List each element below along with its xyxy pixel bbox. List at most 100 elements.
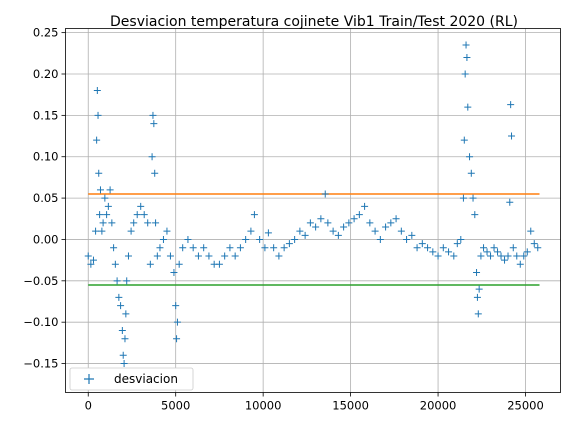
data-point	[148, 153, 156, 161]
data-point	[270, 244, 278, 252]
y-tick-label: 0.10	[33, 150, 59, 164]
data-point	[408, 231, 416, 239]
x-tick-label: 25000	[507, 399, 544, 413]
x-axis: 0 5000 10000 15000 20000 25000	[85, 392, 544, 413]
data-point	[89, 256, 97, 264]
data-point	[151, 169, 159, 177]
data-point	[101, 194, 109, 202]
data-point	[175, 260, 183, 268]
reference-lines	[88, 193, 540, 286]
data-point	[324, 219, 332, 227]
data-point	[480, 244, 488, 252]
y-tick-label: 0.15	[33, 108, 59, 122]
data-point	[527, 227, 535, 235]
data-point	[215, 260, 223, 268]
data-points	[84, 41, 542, 368]
data-point	[513, 252, 521, 260]
data-point	[520, 252, 528, 260]
data-point	[460, 136, 468, 144]
data-point	[397, 227, 405, 235]
data-point	[462, 41, 470, 49]
data-point	[471, 211, 479, 219]
data-point	[127, 227, 135, 235]
x-tick-label: 10000	[245, 399, 282, 413]
data-point	[350, 215, 358, 223]
data-point	[424, 244, 432, 252]
data-point	[473, 293, 481, 301]
data-point	[189, 244, 197, 252]
data-point	[121, 335, 129, 343]
data-point	[95, 169, 103, 177]
data-point	[123, 277, 131, 285]
data-point	[453, 240, 461, 248]
x-tick-label: 5000	[161, 399, 190, 413]
data-point	[118, 326, 126, 334]
data-point	[366, 219, 374, 227]
data-point	[173, 335, 181, 343]
y-tick-label: 0.00	[33, 232, 59, 246]
legend-marker	[84, 374, 94, 384]
data-point	[429, 248, 437, 256]
data-point	[457, 235, 465, 243]
data-point	[119, 351, 127, 359]
data-point	[523, 248, 531, 256]
plot-frame	[65, 28, 561, 393]
data-point	[205, 252, 213, 260]
data-point	[306, 219, 314, 227]
data-point	[144, 219, 152, 227]
data-point	[146, 260, 154, 268]
data-point	[371, 227, 379, 235]
data-point	[413, 244, 421, 252]
data-point	[163, 227, 171, 235]
data-point	[261, 244, 269, 252]
data-point	[464, 103, 472, 111]
data-point	[84, 252, 92, 260]
data-point	[475, 285, 483, 293]
data-point	[461, 70, 469, 78]
data-point	[96, 186, 104, 194]
x-tick-label: 20000	[420, 399, 457, 413]
data-point	[166, 252, 174, 260]
data-point	[285, 240, 293, 248]
data-point	[463, 53, 471, 61]
data-point	[504, 252, 512, 260]
legend-box	[69, 367, 194, 391]
data-point	[194, 252, 202, 260]
data-point	[170, 269, 178, 277]
data-point	[250, 211, 258, 219]
data-point	[152, 219, 160, 227]
data-point	[469, 194, 477, 202]
data-point	[382, 223, 390, 231]
y-axis: −0.15 −0.10 −0.05 0.00 0.05 0.10 0.15 0.20 0.25	[23, 26, 66, 371]
data-point	[247, 227, 255, 235]
data-point	[494, 248, 502, 256]
data-point	[96, 211, 104, 219]
data-point	[120, 360, 128, 368]
x-tick-label: 15000	[332, 399, 369, 413]
y-tick-label: 0.25	[33, 26, 59, 40]
data-point	[110, 244, 118, 252]
data-point	[361, 202, 369, 210]
chart-title: Desviacion temperatura cojinete Vib1 Tra…	[110, 14, 518, 30]
data-point	[93, 87, 101, 95]
data-point	[439, 244, 447, 252]
data-point	[483, 248, 491, 256]
data-point	[133, 211, 141, 219]
data-point	[376, 235, 384, 243]
data-point	[106, 186, 114, 194]
data-point	[236, 244, 244, 252]
data-point	[115, 293, 123, 301]
data-point	[179, 244, 187, 252]
data-point	[466, 153, 474, 161]
y-tick-label: −0.05	[23, 274, 58, 288]
data-point	[317, 215, 325, 223]
data-point	[156, 244, 164, 252]
x-tick-label: 0	[85, 399, 92, 413]
data-point	[321, 190, 329, 198]
data-point	[137, 202, 145, 210]
data-point	[355, 211, 363, 219]
data-point	[403, 235, 411, 243]
data-point	[94, 111, 102, 119]
data-point	[345, 219, 353, 227]
